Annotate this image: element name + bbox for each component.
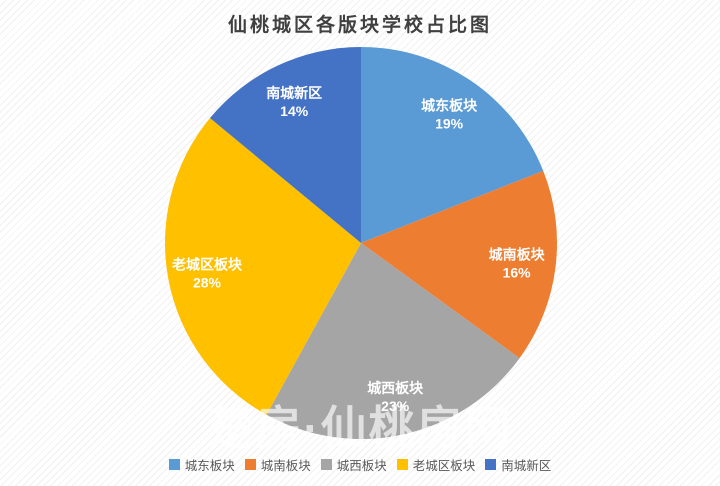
legend-item: 城东板块 xyxy=(168,455,235,474)
pie-slice-2 xyxy=(361,170,558,359)
legend: 城东板块 城南板块 城西板块 老城区板块 南城新区 xyxy=(0,455,720,474)
legend-swatch xyxy=(320,459,332,470)
legend-label: 南城新区 xyxy=(501,459,552,473)
legend-swatch xyxy=(396,459,408,470)
slice-label-name: 老城区板块 xyxy=(172,256,243,272)
pie-slice-1 xyxy=(361,47,544,243)
legend-swatch xyxy=(168,459,180,470)
legend-swatch xyxy=(244,459,256,470)
chart-title: 仙桃城区各版块学校占比图 xyxy=(227,15,492,36)
slice-label: 老城区板块 28% xyxy=(172,256,243,290)
pie-slice-4 xyxy=(164,118,361,415)
legend-label: 城西板块 xyxy=(336,459,387,473)
slice-label-name: 城南板块 xyxy=(489,247,546,263)
slice-label-name: 城东板块 xyxy=(421,97,478,113)
legend-label: 城南板块 xyxy=(260,459,311,473)
slice-label-percent: 16% xyxy=(503,265,532,281)
legend-item: 老城区板块 xyxy=(396,455,476,474)
slice-label: 城西板块 23% xyxy=(367,380,424,414)
pie-slice-3 xyxy=(266,243,520,440)
slice-label-percent: 23% xyxy=(381,398,410,414)
slice-label-name: 城西板块 xyxy=(367,380,424,396)
pie-slice-5 xyxy=(209,47,361,243)
slice-label-percent: 19% xyxy=(435,115,464,131)
slice-label-name: 南城新区 xyxy=(266,85,322,101)
slice-label-percent: 14% xyxy=(280,103,309,119)
legend-swatch xyxy=(485,459,497,470)
legend-label: 老城区板块 xyxy=(412,459,476,473)
slice-label: 南城新区 14% xyxy=(266,85,322,119)
legend-item: 南城新区 xyxy=(485,455,551,474)
slice-label-percent: 28% xyxy=(193,274,222,290)
legend-label: 城东板块 xyxy=(184,459,235,473)
slice-label: 城南板块 16% xyxy=(489,247,546,281)
legend-item: 城西板块 xyxy=(320,455,387,474)
slice-label: 城东板块 19% xyxy=(421,97,478,131)
legend-item: 城南板块 xyxy=(244,455,311,474)
